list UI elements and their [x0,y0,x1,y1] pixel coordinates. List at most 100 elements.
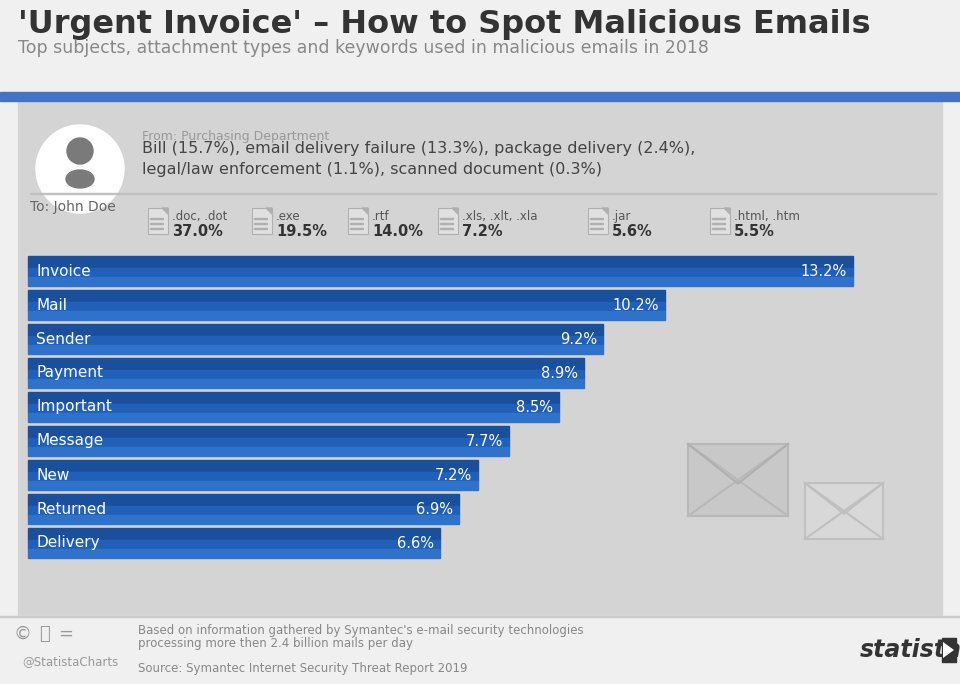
Text: 37.0%: 37.0% [172,224,223,239]
Bar [28,494,459,506]
Text: Invoice: Invoice [36,263,91,278]
Bar [590,228,603,229]
Bar [28,540,441,549]
Bar [254,223,267,224]
Text: 7.7%: 7.7% [466,434,503,449]
Polygon shape [452,208,458,214]
Text: Bill (15.7%), email delivery failure (13.3%), package delivery (2.4%),
legal/law: Bill (15.7%), email delivery failure (13… [142,141,695,177]
Bar [254,218,267,219]
Ellipse shape [66,170,94,188]
Polygon shape [724,208,730,214]
Bar [28,358,584,370]
Bar [28,413,559,422]
Bar [150,218,163,219]
Bar [28,336,603,345]
Bar [350,228,363,229]
Bar [348,208,368,234]
Text: 5.6%: 5.6% [612,224,653,239]
Bar [28,426,509,438]
Bar [440,223,453,224]
Text: .jar: .jar [612,210,632,223]
Bar [28,528,441,540]
Text: Top subjects, attachment types and keywords used in malicious emails in 2018: Top subjects, attachment types and keywo… [18,39,708,57]
Text: Mail: Mail [36,298,67,313]
Bar [28,277,852,286]
Text: .xls, .xlt, .xla: .xls, .xlt, .xla [462,210,538,223]
Bar [28,472,478,481]
Bar [28,379,584,388]
Text: To: John Doe: To: John Doe [30,200,116,214]
Bar [590,223,603,224]
Bar [350,223,363,224]
Bar [28,345,603,354]
Text: 7.2%: 7.2% [462,224,503,239]
Circle shape [67,138,93,164]
Text: 14.0%: 14.0% [372,224,423,239]
Text: .html, .htm: .html, .htm [734,210,800,223]
Bar [440,218,453,219]
Bar [0,0,960,94]
Bar [28,324,603,336]
Text: 6.6%: 6.6% [397,536,434,551]
Bar [0,616,960,617]
Text: 6.9%: 6.9% [416,501,453,516]
Bar [28,290,665,302]
Bar [942,638,956,662]
Bar [28,460,478,472]
Circle shape [36,125,124,213]
Text: statista: statista [860,638,960,662]
Bar [712,228,725,229]
Text: 10.2%: 10.2% [612,298,660,313]
Text: Important: Important [36,399,112,415]
Bar [688,444,788,516]
Bar [30,192,936,194]
Bar [28,302,665,311]
Text: Based on information gathered by Symantec's e-mail security technologies: Based on information gathered by Symante… [138,624,584,637]
Bar [28,392,559,404]
Bar [28,506,459,515]
Bar [28,256,852,268]
Bar [150,223,163,224]
Polygon shape [162,208,168,214]
Text: 'Urgent Invoice' – How to Spot Malicious Emails: 'Urgent Invoice' – How to Spot Malicious… [18,9,871,40]
Bar [712,218,725,219]
Text: ⓘ: ⓘ [38,625,49,643]
Bar [588,208,608,234]
Bar [440,228,453,229]
Bar [28,268,852,277]
Text: Sender: Sender [36,332,90,347]
Text: =: = [59,625,74,643]
Bar [712,223,725,224]
Text: 9.2%: 9.2% [560,332,597,347]
Text: 13.2%: 13.2% [801,263,847,278]
Bar [18,101,942,616]
Bar [252,208,272,234]
Bar [805,483,883,539]
Text: ©: © [13,625,31,643]
Bar [28,311,665,320]
Bar [28,515,459,524]
Bar [254,228,267,229]
Text: Payment: Payment [36,365,103,380]
Bar [150,228,163,229]
Bar [710,208,730,234]
Text: .doc, .dot: .doc, .dot [172,210,228,223]
Text: Source: Symantec Internet Security Threat Report 2019: Source: Symantec Internet Security Threa… [138,662,468,675]
Bar [28,549,441,558]
Text: 8.5%: 8.5% [516,399,553,415]
Bar [0,92,960,101]
Text: From: Purchasing Department: From: Purchasing Department [142,130,329,143]
Bar [438,208,458,234]
Text: 8.9%: 8.9% [541,365,578,380]
Bar [590,218,603,219]
Text: .exe: .exe [276,210,300,223]
Bar [350,218,363,219]
Polygon shape [266,208,272,214]
Text: 19.5%: 19.5% [276,224,327,239]
Bar [28,404,559,413]
Bar [148,208,168,234]
Text: Message: Message [36,434,104,449]
Text: processing more then 2.4 billion mails per day: processing more then 2.4 billion mails p… [138,637,413,650]
Bar [28,447,509,456]
Text: New: New [36,467,69,482]
